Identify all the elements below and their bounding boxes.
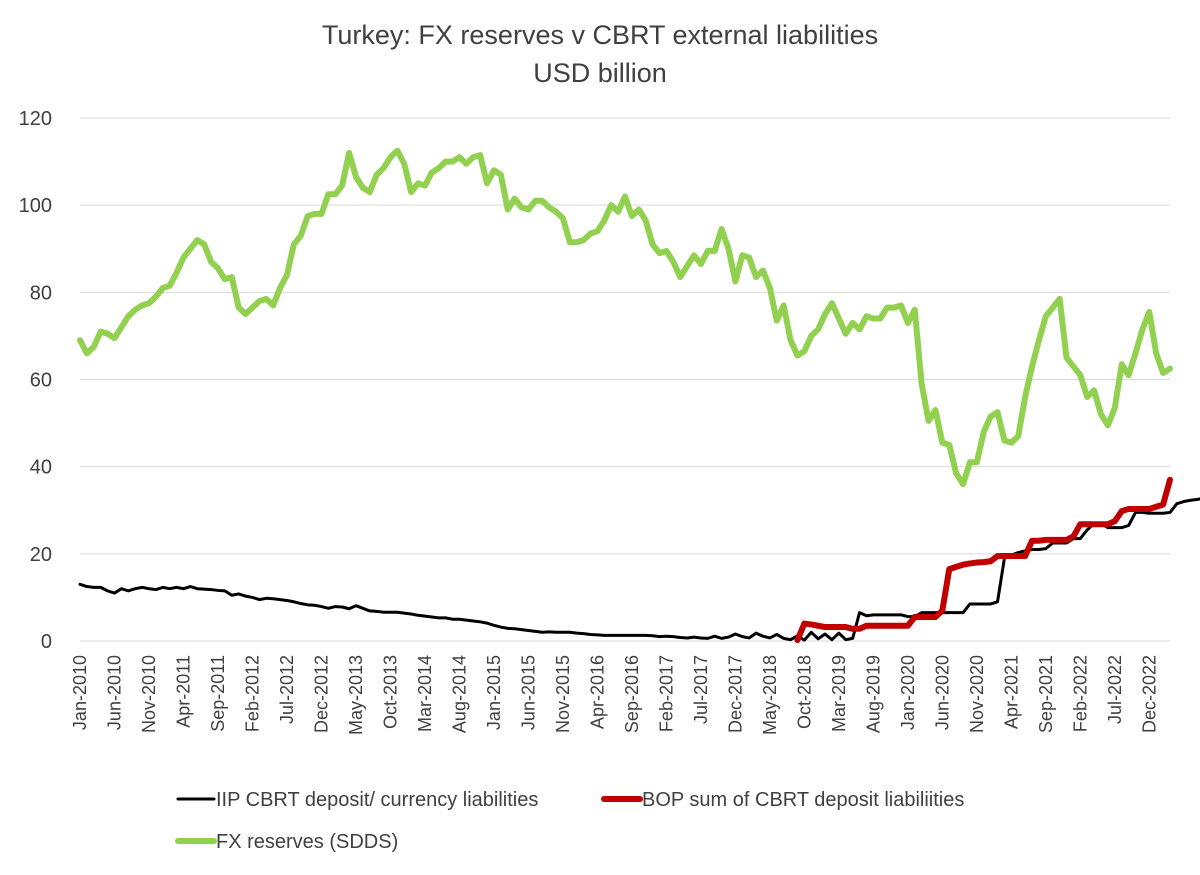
legend-label: BOP sum of CBRT deposit liabiliities: [642, 789, 964, 811]
x-tick-label: Oct-2013: [380, 655, 400, 729]
x-tick-label: Mar-2014: [415, 655, 435, 732]
legend: IIP CBRT deposit/ currency liabilities BO…: [175, 789, 964, 853]
y-tick-label: 80: [30, 282, 52, 304]
x-tick-label: Aug-2019: [863, 655, 883, 733]
x-tick-label: Sep-2021: [1036, 655, 1056, 733]
x-tick-label: Jul-2017: [691, 655, 711, 724]
x-tick-label: Sep-2016: [622, 655, 642, 733]
x-tick-label: Dec-2022: [1139, 655, 1159, 733]
series-line-fx-reserves: [77, 147, 1173, 488]
series-line-bop-deposit-liabilities: [794, 476, 1173, 644]
x-tick-label: Sep-2011: [208, 655, 228, 732]
x-tick-label: Feb-2012: [242, 655, 262, 732]
x-tick-label: Jan-2010: [70, 655, 90, 730]
x-tick-label: Jun-2010: [104, 655, 124, 730]
chart-title: Turkey: FX reserves v CBRT external liab…: [322, 20, 878, 50]
y-tick-label: 20: [30, 544, 52, 566]
x-tick-label: Jan-2020: [898, 655, 918, 730]
x-tick-label: Nov-2015: [553, 655, 573, 733]
legend-label: FX reserves (SDDS): [216, 831, 398, 853]
x-tick-label: May-2018: [760, 655, 780, 735]
x-tick-label: Jun-2020: [932, 655, 952, 730]
x-tick-label: Mar-2019: [829, 655, 849, 732]
x-axis: Jan-2010 Jun-2010 Nov-2010 Apr-2011 Sep-2011…: [70, 655, 1159, 735]
x-tick-label: Jun-2015: [518, 655, 538, 730]
x-tick-label: Dec-2017: [725, 655, 745, 733]
y-tick-label: 120: [19, 108, 52, 130]
x-tick-label: Apr-2021: [1001, 655, 1021, 729]
y-tick-label: 0: [41, 631, 52, 653]
legend-label: IIP CBRT deposit/ currency liabilities: [216, 789, 538, 811]
x-tick-label: Nov-2010: [139, 655, 159, 733]
x-tick-label: Oct-2018: [794, 655, 814, 729]
x-tick-label: Jul-2012: [277, 655, 297, 724]
x-tick-label: Jan-2015: [484, 655, 504, 730]
x-tick-label: Feb-2022: [1070, 655, 1090, 732]
x-tick-label: Nov-2020: [967, 655, 987, 733]
x-tick-label: Jul-2022: [1105, 655, 1125, 724]
series-line-iip-liabilities: [78, 497, 1200, 642]
x-tick-label: May-2013: [346, 655, 366, 735]
x-tick-label: Feb-2017: [656, 655, 676, 732]
chart-subtitle: USD billion: [533, 58, 667, 88]
x-tick-label: Dec-2012: [311, 655, 331, 733]
series-lines: [77, 147, 1200, 644]
x-tick-label: Apr-2016: [587, 655, 607, 729]
y-tick-label: 60: [30, 370, 52, 392]
y-axis: 0 20 40 60 80 100 120: [19, 108, 52, 653]
x-tick-label: Apr-2011: [173, 655, 193, 728]
y-tick-label: 40: [30, 457, 52, 479]
y-tick-label: 100: [19, 195, 52, 217]
x-tick-label: Aug-2014: [449, 655, 469, 733]
